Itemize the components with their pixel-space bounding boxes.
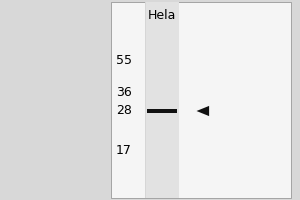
Bar bbox=[145, 2, 146, 198]
Bar bbox=[145, 2, 146, 198]
Bar bbox=[145, 2, 146, 198]
Bar bbox=[145, 2, 146, 198]
Bar bbox=[145, 2, 146, 198]
Bar bbox=[145, 2, 146, 198]
Bar bbox=[145, 2, 146, 198]
Bar bbox=[145, 2, 146, 198]
Bar bbox=[145, 2, 146, 198]
Bar bbox=[145, 2, 146, 198]
Text: 36: 36 bbox=[116, 86, 132, 98]
Bar bbox=[145, 2, 146, 198]
Bar bbox=[145, 2, 146, 198]
Bar bbox=[145, 2, 146, 198]
Bar bbox=[145, 2, 146, 198]
Bar bbox=[145, 2, 146, 198]
Bar bbox=[145, 2, 146, 198]
Bar bbox=[145, 2, 146, 198]
Text: 55: 55 bbox=[116, 53, 132, 66]
Bar bbox=[145, 2, 146, 198]
Bar bbox=[145, 2, 146, 198]
Bar bbox=[111, 2, 291, 198]
Bar bbox=[145, 2, 146, 198]
Bar bbox=[145, 2, 146, 198]
Bar bbox=[145, 2, 146, 198]
Bar bbox=[145, 2, 146, 198]
Bar bbox=[145, 2, 146, 198]
Bar bbox=[145, 2, 146, 198]
Bar bbox=[145, 2, 146, 198]
Bar bbox=[145, 2, 146, 198]
Bar bbox=[145, 2, 146, 198]
Bar bbox=[145, 2, 146, 198]
Bar bbox=[145, 2, 179, 198]
Bar bbox=[145, 2, 146, 198]
Bar bbox=[145, 2, 146, 198]
Bar bbox=[145, 2, 146, 198]
Bar bbox=[145, 2, 146, 198]
Bar bbox=[145, 2, 146, 198]
Bar bbox=[145, 2, 146, 198]
Text: Hela: Hela bbox=[148, 9, 176, 22]
Text: 28: 28 bbox=[116, 104, 132, 116]
Bar bbox=[145, 2, 146, 198]
Bar bbox=[145, 2, 146, 198]
Text: 17: 17 bbox=[116, 144, 132, 156]
Bar bbox=[145, 2, 146, 198]
Bar bbox=[145, 2, 146, 198]
Bar bbox=[145, 2, 146, 198]
Polygon shape bbox=[196, 106, 209, 116]
Bar bbox=[145, 2, 146, 198]
Bar bbox=[145, 2, 146, 198]
Bar bbox=[147, 109, 177, 113]
Bar bbox=[145, 2, 146, 198]
